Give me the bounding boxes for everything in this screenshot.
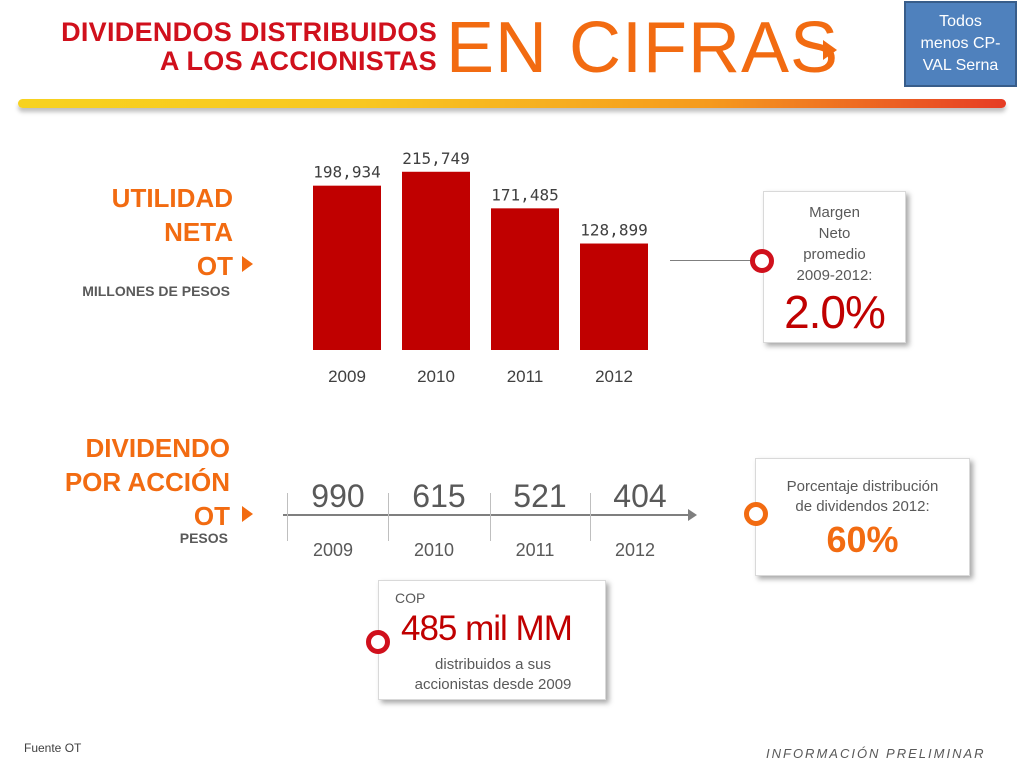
bar-value-label: 198,934 — [313, 163, 380, 182]
timeline-tick — [490, 493, 491, 541]
timeline-axis — [283, 514, 691, 516]
title-line-2: A LOS ACCIONISTAS — [159, 46, 437, 76]
distribucion-line-2: de dividendos 2012: — [795, 498, 930, 515]
timeline-arrow-icon — [688, 509, 697, 521]
dividendo-label-line-2: POR ACCIÓN — [64, 467, 230, 497]
distribucion-line-1: Porcentaje distribución — [786, 478, 939, 495]
bar-value-label: 128,899 — [580, 221, 647, 240]
cop-bullet-icon — [366, 630, 390, 654]
dividend-year-2009: 2009 — [312, 540, 354, 560]
timeline-tick — [287, 493, 288, 541]
dividendo-label-line-3: OT — [193, 501, 230, 531]
dividendo-sublabel: PESOS — [179, 530, 228, 546]
header-divider-bar — [18, 99, 1006, 108]
utilidad-label-line-1: UTILIDAD — [111, 183, 233, 213]
utilidad-arrow-icon — [242, 256, 253, 272]
bar-category-label: 2012 — [595, 367, 633, 386]
bar-value-label: 215,749 — [402, 149, 469, 168]
dividend-year-2011: 2011 — [515, 540, 555, 560]
utilidad-label-line-2: NETA — [164, 217, 233, 247]
cop-amount: 485 mil MM — [401, 609, 573, 648]
bar-value-label: 171,485 — [491, 185, 558, 204]
margen-callout: Margen Neto promedio 2009-2012: 2.0% — [763, 191, 906, 343]
bar-2011 — [491, 208, 559, 350]
margen-bullet-icon — [750, 249, 774, 273]
bar-2009 — [313, 185, 381, 350]
distribucion-bullet-icon — [744, 502, 768, 526]
dividendo-label: DIVIDENDO POR ACCIÓN OT — [30, 431, 230, 533]
dividend-value-2012: 404 — [613, 478, 667, 514]
title-line-1: DIVIDENDOS DISTRIBUIDOS — [61, 17, 437, 47]
utilidad-label-line-3: OT — [196, 251, 233, 281]
utilidad-label: UTILIDAD NETA OT — [40, 181, 233, 283]
margen-line-1: Margen — [809, 204, 860, 221]
distribucion-value: 60% — [826, 519, 899, 560]
cop-line-1: distribuidos a sus — [435, 656, 551, 673]
margen-line-4: 2009-2012: — [796, 267, 873, 284]
note-line-2: menos CP- — [920, 35, 1001, 52]
dividend-value-2010: 615 — [412, 478, 466, 514]
margen-line-2: Neto — [818, 225, 851, 242]
cop-line-2: accionistas desde 2009 — [414, 676, 572, 693]
bar-category-label: 2009 — [328, 367, 366, 386]
margen-value: 2.0% — [784, 286, 886, 338]
title-arrow-icon — [823, 40, 837, 60]
title-small: DIVIDENDOS DISTRIBUIDOS A LOS ACCIONISTA… — [12, 18, 437, 76]
timeline-tick — [590, 493, 591, 541]
margen-connector-line — [670, 260, 760, 261]
timeline-tick — [388, 493, 389, 541]
cop-description: distribuidos a sus accionistas desde 200… — [379, 655, 607, 695]
dividend-year-2010: 2010 — [413, 540, 455, 560]
note-box: Todos menos CP- VAL Serna — [904, 1, 1017, 87]
title-big: EN CIFRAS — [446, 8, 840, 88]
dividend-value-2011: 521 — [513, 478, 567, 514]
bar-2010 — [402, 171, 470, 350]
cop-currency: COP — [395, 590, 426, 606]
cop-callout: COP 485 mil MM distribuidos a sus accion… — [378, 580, 606, 700]
distribucion-callout: Porcentaje distribución de dividendos 20… — [755, 458, 970, 576]
dividend-year-2012: 2012 — [614, 540, 656, 560]
dividendo-arrow-icon — [242, 506, 253, 522]
bar-category-label: 2011 — [507, 367, 544, 386]
note-line-1: Todos — [939, 13, 982, 30]
bar-2012 — [580, 243, 648, 350]
utilidad-sublabel: MILLONES DE PESOS — [82, 283, 230, 299]
dividendo-label-line-1: DIVIDENDO — [85, 433, 230, 463]
footer-source: Fuente OT — [24, 741, 82, 755]
dividend-value-2009: 990 — [311, 478, 365, 514]
bar-category-label: 2010 — [417, 367, 455, 386]
margen-line-3: promedio — [803, 246, 866, 263]
footer-preliminary: INFORMACIÓN PRELIMINAR — [766, 746, 986, 761]
note-line-3: VAL Serna — [922, 57, 999, 74]
